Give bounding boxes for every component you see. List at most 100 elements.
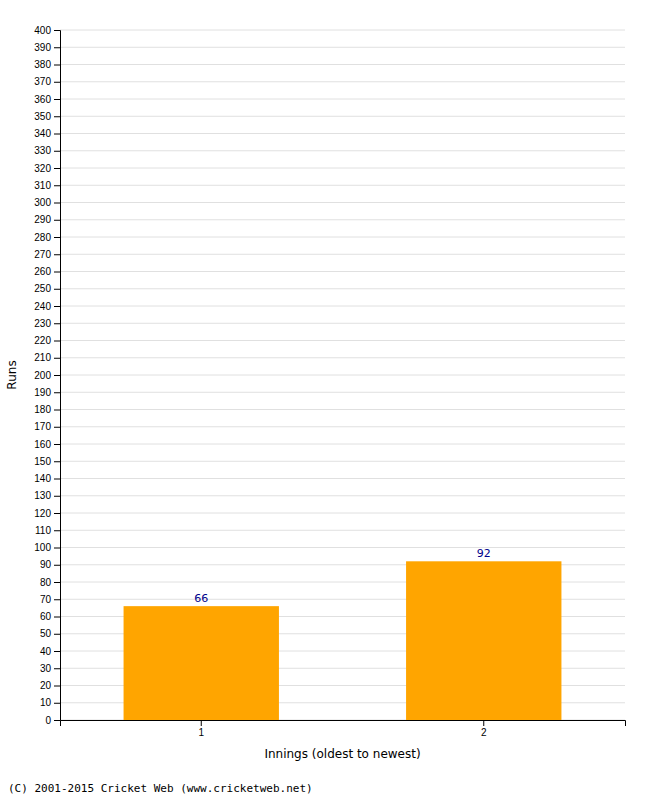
y-tick-label: 140 [34,473,51,484]
y-tick-mark [54,582,60,583]
y-tick-label: 20 [40,680,52,691]
chart: 6692120102030405060708090100110120130140… [0,0,650,800]
grid-line [60,168,625,169]
grid-line [60,478,625,479]
x-axis-title: Innings (oldest to newest) [264,747,420,761]
grid-line [60,357,625,358]
y-tick-label: 220 [34,335,51,346]
grid-line [60,375,625,376]
grid-line [60,133,625,134]
grid-line [60,409,625,410]
y-tick-mark [54,323,60,324]
y-tick: 80 [40,577,60,588]
y-tick-mark [54,237,60,238]
y-tick-mark [54,686,60,687]
y-tick-mark [54,668,60,669]
y-tick-mark [54,82,60,83]
y-tick: 120 [34,508,60,519]
y-tick: 60 [40,611,60,622]
data-labels: 66 92 [194,547,491,605]
data-label: 92 [477,547,491,560]
y-tick-label: 130 [34,490,51,501]
grid-line [60,426,625,427]
y-tick-mark [54,220,60,221]
y-tick: 400 [34,25,60,36]
y-tick-label: 370 [34,76,51,87]
y-tick-label: 50 [40,628,52,639]
y-tick-mark [54,599,60,600]
bar [406,561,561,720]
y-tick: 100 [34,542,60,553]
y-tick-mark [54,565,60,566]
y-tick: 380 [34,59,60,70]
y-tick: 330 [34,145,60,156]
grid-line [60,202,625,203]
y-tick: 310 [34,180,60,191]
y-tick: 70 [40,594,60,605]
y-tick-label: 260 [34,266,51,277]
y-tick-mark [54,392,60,393]
y-tick-mark [54,65,60,66]
y-tick: 240 [34,301,60,312]
y-tick-label: 200 [34,370,51,381]
y-tick-label: 90 [40,559,52,570]
y-tick-label: 330 [34,145,51,156]
y-tick: 290 [34,214,60,225]
y-tick-mark [54,306,60,307]
y-tick-mark [54,427,60,428]
y-tick: 210 [34,352,60,363]
y-tick-label: 390 [34,42,51,53]
y-tick: 10 [40,697,60,708]
grid-line [60,495,625,496]
y-tick-label: 160 [34,439,51,450]
y-tick: 230 [34,318,60,329]
y-tick: 110 [35,525,60,536]
data-label: 66 [194,592,208,605]
y-tick-mark [54,168,60,169]
y-tick-label: 170 [34,421,51,432]
y-tick-label: 310 [34,180,51,191]
grid-line [60,530,625,531]
y-tick-mark [54,99,60,100]
grid-line [60,254,625,255]
y-axis-line [54,31,61,721]
y-tick-label: 360 [34,94,51,105]
x-axis-line [61,721,626,727]
y-tick: 390 [34,42,60,53]
y-tick: 260 [34,266,60,277]
y-tick-mark [54,185,60,186]
y-axis-title: Runs [5,360,19,389]
y-tick: 280 [34,232,60,243]
y-tick: 130 [34,490,60,501]
grid-line [60,99,625,100]
grid-line [60,30,625,31]
grid-line [60,116,625,117]
y-tick-label: 230 [34,318,51,329]
x-tick-label: 1 [198,727,204,738]
y-tick-mark [54,634,60,635]
y-tick: 300 [34,197,60,208]
y-tick: 50 [40,628,60,639]
y-tick-mark [54,151,60,152]
bar [124,606,279,720]
y-tick: 190 [34,387,60,398]
y-tick-label: 380 [34,59,51,70]
y-tick: 140 [34,473,60,484]
x-tick: 1 [198,720,204,738]
y-tick: 360 [34,94,60,105]
y-tick-label: 120 [34,508,51,519]
y-axis: 0102030405060708090100110120130140150160… [34,25,60,726]
x-tick-mark [483,720,484,726]
y-tick: 320 [34,163,60,174]
y-tick-label: 180 [34,404,51,415]
y-tick-mark [54,410,60,411]
y-tick-mark [54,530,60,531]
y-tick-label: 240 [34,301,51,312]
plot: 6692120102030405060708090100110120130140… [34,25,625,738]
grid-line [60,219,625,220]
y-tick-mark [54,289,60,290]
y-tick-label: 250 [34,283,51,294]
y-tick-mark [54,496,60,497]
y-tick: 30 [40,663,60,674]
y-tick-label: 300 [34,197,51,208]
